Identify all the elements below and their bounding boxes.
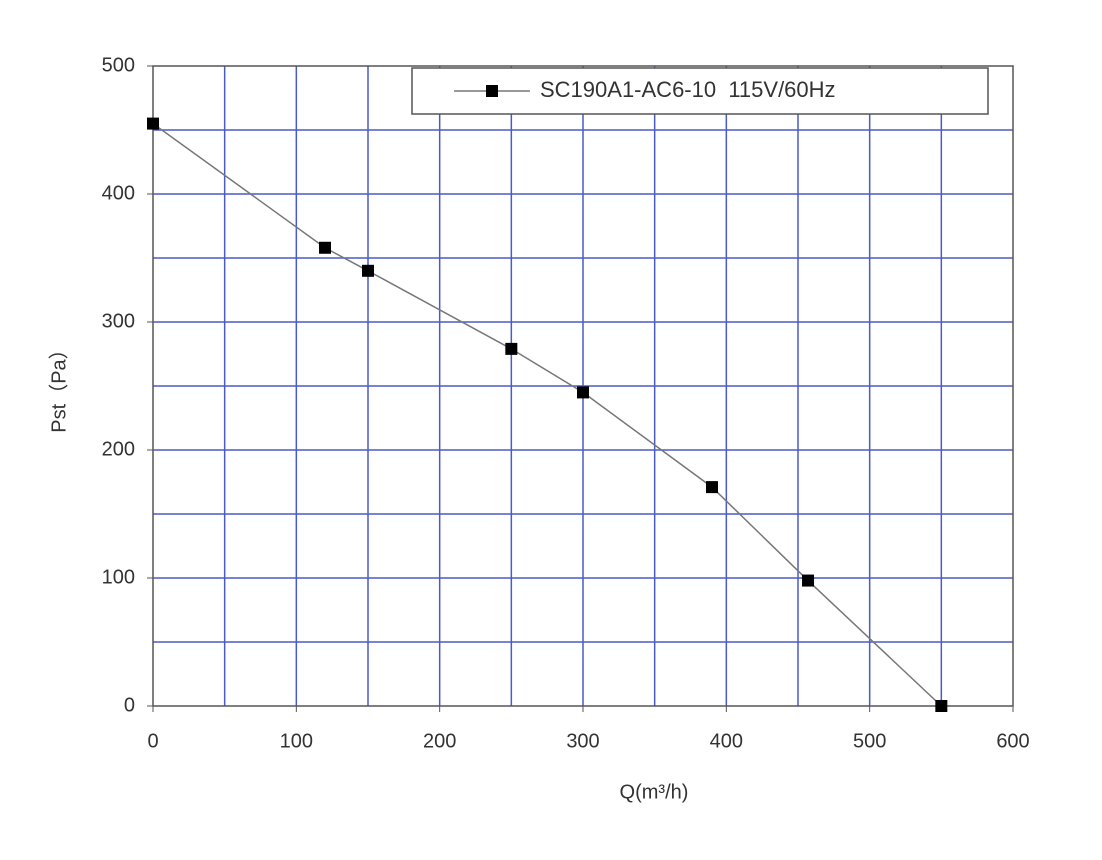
y-tick-label: 400 xyxy=(102,182,135,204)
legend-marker xyxy=(486,85,498,97)
legend-label: SC190A1-AC6-10 115V/60Hz xyxy=(540,77,836,102)
data-point xyxy=(935,700,948,712)
y-axis-label: Pst（Pa） xyxy=(47,339,70,432)
y-tick-label: 300 xyxy=(102,310,135,332)
x-tick-label: 0 xyxy=(147,730,158,752)
data-point xyxy=(147,117,159,130)
y-tick-label: 0 xyxy=(124,694,135,716)
data-point xyxy=(706,481,718,494)
data-point xyxy=(319,241,331,254)
x-tick-label: 300 xyxy=(566,730,599,752)
data-point xyxy=(577,386,589,399)
data-point xyxy=(362,264,374,277)
x-tick-label: 600 xyxy=(996,730,1029,752)
series-line xyxy=(152,122,942,707)
x-axis-label: Q(m³/h) xyxy=(620,781,689,803)
x-tick-label: 500 xyxy=(853,730,886,752)
y-tick-label: 100 xyxy=(102,566,135,588)
data-point xyxy=(802,574,815,587)
x-tick-label: 400 xyxy=(710,730,743,752)
data-point xyxy=(505,342,518,355)
x-tick-label: 200 xyxy=(423,730,456,752)
y-tick-label: 200 xyxy=(102,438,135,460)
y-tick-label: 500 xyxy=(102,54,135,76)
x-tick-label: 100 xyxy=(280,730,313,752)
